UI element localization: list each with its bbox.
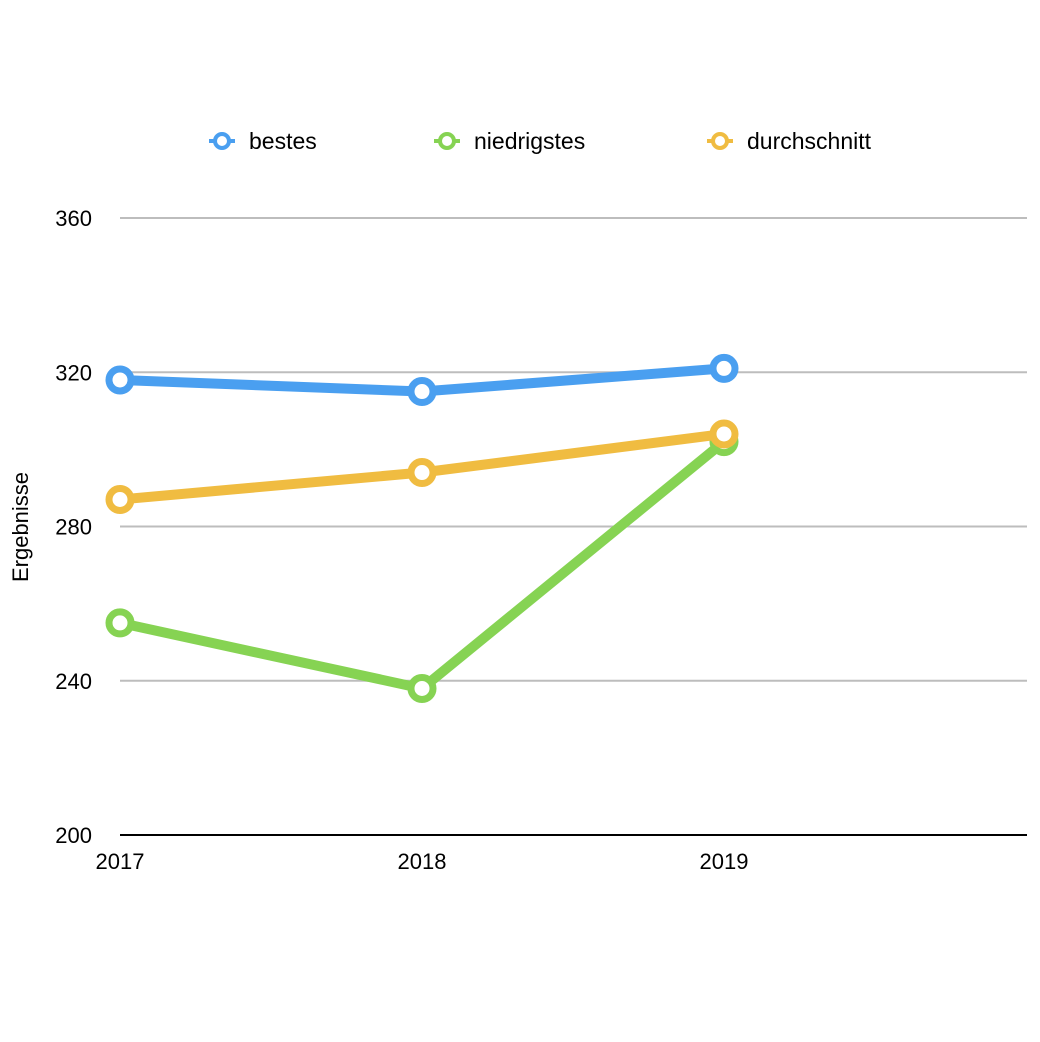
data-point-bestes <box>105 365 135 395</box>
data-point-durchschnitt <box>709 419 739 449</box>
series-durchschnitt <box>105 419 739 515</box>
legend-item-durchschnitt: durchschnitt <box>707 128 872 154</box>
legend-label: bestes <box>249 128 317 154</box>
y-axis-title: Ergebnisse <box>8 472 33 582</box>
data-point-niedrigstes <box>105 608 135 638</box>
legend-item-bestes: bestes <box>209 128 317 154</box>
y-tick-label: 240 <box>55 669 92 694</box>
y-tick-label: 360 <box>55 206 92 231</box>
legend-marker-niedrigstes <box>438 132 456 150</box>
y-tick-label: 200 <box>55 823 92 848</box>
legend-item-niedrigstes: niedrigstes <box>434 128 585 154</box>
series-layer <box>105 353 739 703</box>
x-tick-label: 2017 <box>96 849 145 874</box>
legend: bestes niedrigstes durchschnitt <box>209 128 872 154</box>
legend-label: niedrigstes <box>474 128 585 154</box>
legend-label: durchschnitt <box>747 128 872 154</box>
data-point-bestes <box>709 353 739 383</box>
data-point-niedrigstes <box>407 673 437 703</box>
data-point-bestes <box>407 377 437 407</box>
axis-layer: 200 240 280 320 360 2017 2018 2019 <box>55 206 1027 874</box>
y-tick-label: 320 <box>55 360 92 385</box>
x-tick-label: 2019 <box>700 849 749 874</box>
grid-layer <box>120 217 1027 682</box>
data-point-durchschnitt <box>407 458 437 488</box>
legend-marker-durchschnitt <box>711 132 729 150</box>
series-bestes <box>105 353 739 407</box>
x-tick-label: 2018 <box>398 849 447 874</box>
y-tick-label: 280 <box>55 515 92 540</box>
legend-marker-bestes <box>213 132 231 150</box>
data-point-durchschnitt <box>105 485 135 515</box>
